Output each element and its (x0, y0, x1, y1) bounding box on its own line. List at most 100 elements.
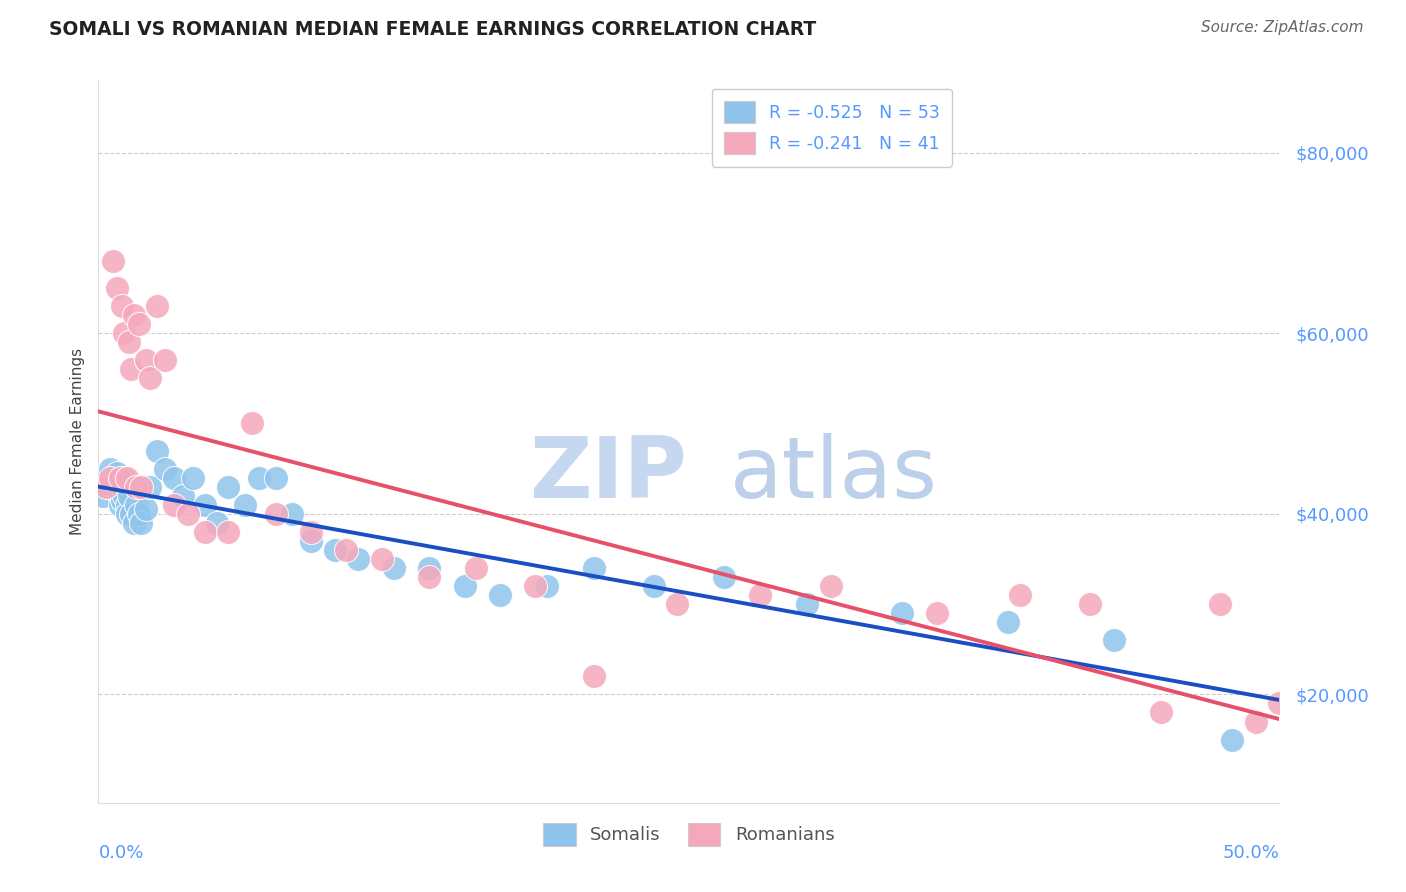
Point (105, 281, 128, 295)
Y-axis label: Median Female Earnings: Median Female Earnings (69, 348, 84, 535)
Point (925, 606, 948, 620)
Point (194, 524, 217, 539)
Point (101, 470, 124, 484)
Point (240, 417, 263, 431)
Point (181, 470, 204, 484)
Point (112, 326, 135, 340)
Point (105, 466, 128, 480)
Point (233, 498, 256, 512)
Point (108, 489, 131, 503)
Point (299, 524, 322, 539)
Point (128, 317, 150, 331)
Point (122, 516, 145, 530)
Point (112, 470, 135, 484)
Point (98, 461, 121, 475)
Point (97, 480, 120, 494)
Point (128, 507, 150, 521)
Text: 50.0%: 50.0% (1223, 845, 1279, 863)
Point (135, 353, 157, 368)
Point (205, 516, 228, 530)
Point (129, 516, 152, 530)
Point (890, 606, 912, 620)
Point (121, 362, 143, 376)
Point (139, 371, 162, 385)
Point (115, 470, 138, 484)
Point (299, 533, 322, 548)
Point (820, 579, 842, 593)
Point (583, 669, 606, 683)
Text: 0.0%: 0.0% (98, 845, 143, 863)
Point (1150, 706, 1173, 720)
Point (101, 480, 124, 494)
Point (524, 579, 547, 593)
Point (1080, 597, 1102, 611)
Point (997, 615, 1019, 630)
Text: atlas: atlas (730, 433, 938, 516)
Point (146, 299, 169, 313)
Text: ZIP: ZIP (530, 433, 688, 516)
Point (163, 498, 186, 512)
Point (371, 552, 394, 566)
Point (347, 552, 370, 566)
Point (489, 588, 512, 602)
Point (122, 308, 145, 322)
Point (125, 480, 148, 494)
Point (105, 484, 128, 499)
Point (1244, 714, 1267, 729)
Point (108, 498, 131, 512)
Point (335, 542, 357, 557)
Point (101, 253, 124, 268)
Point (1102, 633, 1125, 648)
Point (91, 489, 114, 503)
Point (135, 502, 157, 516)
Point (194, 498, 217, 512)
Point (112, 489, 135, 503)
Point (146, 443, 169, 458)
Point (643, 579, 665, 593)
Point (247, 470, 270, 484)
Point (177, 507, 200, 521)
Point (98, 470, 121, 484)
Point (125, 498, 148, 512)
Point (111, 493, 134, 508)
Point (111, 480, 134, 494)
Point (118, 489, 141, 503)
Point (108, 470, 131, 484)
Point (129, 480, 152, 494)
Point (465, 561, 488, 575)
Point (153, 353, 176, 368)
Point (172, 489, 194, 503)
Text: Source: ZipAtlas.com: Source: ZipAtlas.com (1201, 20, 1364, 35)
Point (121, 507, 143, 521)
Point (713, 570, 735, 584)
Point (418, 570, 440, 584)
Point (217, 524, 239, 539)
Point (139, 480, 162, 494)
Point (217, 480, 239, 494)
Point (104, 475, 127, 490)
Point (94, 480, 117, 494)
Point (115, 507, 138, 521)
Text: SOMALI VS ROMANIAN MEDIAN FEMALE EARNINGS CORRELATION CHART: SOMALI VS ROMANIAN MEDIAN FEMALE EARNING… (49, 20, 817, 38)
Point (323, 542, 346, 557)
Point (796, 597, 818, 611)
Point (418, 561, 440, 575)
Point (94, 470, 117, 484)
Point (748, 588, 770, 602)
Point (583, 561, 606, 575)
Point (118, 335, 141, 350)
Point (382, 561, 405, 575)
Point (1268, 697, 1291, 711)
Point (115, 498, 138, 512)
Point (264, 470, 287, 484)
Point (111, 299, 134, 313)
Point (453, 579, 475, 593)
Point (1209, 597, 1232, 611)
Point (163, 470, 186, 484)
Point (1008, 588, 1031, 602)
Point (264, 507, 287, 521)
Legend: Somalis, Romanians: Somalis, Romanians (530, 810, 848, 859)
Point (536, 579, 558, 593)
Point (153, 461, 176, 475)
Point (281, 507, 304, 521)
